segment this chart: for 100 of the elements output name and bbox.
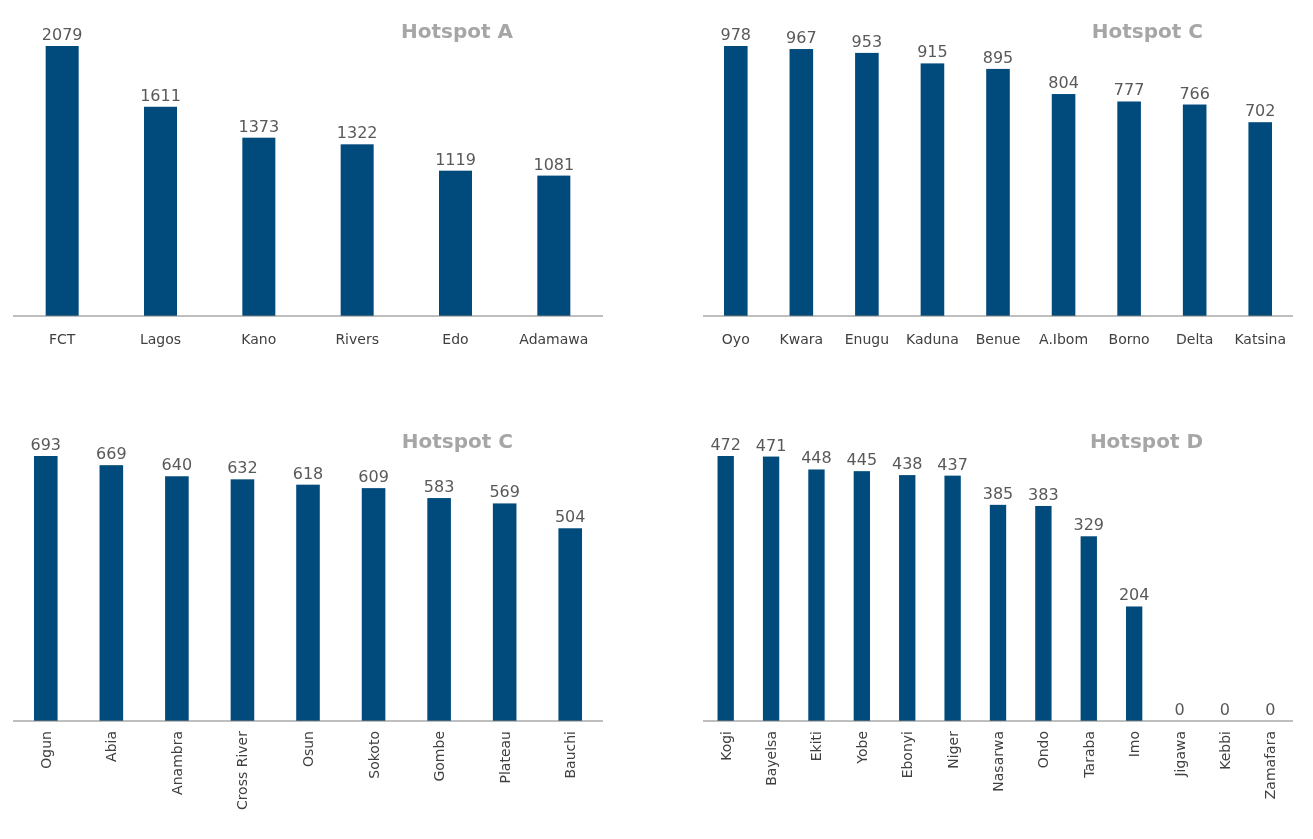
x-tick-label: Abia — [103, 731, 120, 762]
data-label: 445 — [846, 450, 878, 470]
data-label: 702 — [1244, 101, 1276, 121]
chart-title: Hotspot D — [1089, 429, 1203, 453]
x-tick-label: Katsina — [1234, 331, 1287, 347]
x-tick-label: Ebonyi — [899, 731, 916, 779]
x-tick-label: Adamawa — [519, 331, 589, 347]
x-tick-label: Bayelsa — [763, 731, 780, 786]
x-tick-label: Rivers — [335, 331, 379, 347]
data-label: 2079 — [41, 25, 83, 44]
x-tick-label: Kogi — [717, 731, 734, 761]
bar — [230, 479, 255, 721]
data-label: 472 — [710, 435, 741, 454]
bar — [855, 52, 879, 316]
data-label: 632 — [227, 458, 258, 478]
data-label: 0 — [1265, 700, 1276, 719]
data-label: 437 — [937, 454, 968, 474]
x-tick-label: Cross River — [234, 730, 251, 811]
x-tick-label: Yobe — [853, 731, 870, 765]
x-tick-label: Oyo — [721, 331, 750, 347]
x-tick-label: Delta — [1175, 331, 1214, 347]
data-label: 953 — [851, 31, 883, 51]
data-label: 204 — [1118, 585, 1150, 605]
x-tick-label: Sokoto — [365, 731, 382, 779]
x-tick-label: Gombe — [431, 731, 448, 782]
data-label: 1373 — [238, 116, 280, 136]
data-label: 618 — [292, 463, 324, 483]
bar — [33, 456, 58, 721]
bar — [789, 49, 814, 316]
data-label: 895 — [982, 47, 1014, 67]
x-tick-label: Jigawa — [1171, 731, 1188, 778]
data-label: 1322 — [336, 123, 378, 143]
bar — [340, 144, 374, 316]
x-tick-label: Plateau — [496, 731, 513, 784]
data-label: 504 — [554, 507, 586, 527]
bar — [296, 484, 320, 721]
bar — [1117, 101, 1141, 316]
data-label: 693 — [30, 435, 62, 454]
bar — [1125, 606, 1143, 721]
bar — [1080, 536, 1097, 721]
data-label: 0 — [1174, 700, 1185, 719]
x-tick-label: Ondo — [1035, 731, 1052, 769]
data-label: 1611 — [140, 85, 181, 105]
bar — [242, 137, 276, 316]
chart-title: Hotspot C — [401, 429, 513, 453]
x-tick-label: Zamafara — [1262, 731, 1279, 800]
data-label: 766 — [1179, 83, 1210, 103]
x-tick-label: Kebbi — [1216, 731, 1233, 770]
bar — [1248, 122, 1273, 316]
x-tick-label: Benue — [975, 331, 1021, 347]
data-label: 640 — [161, 455, 193, 475]
bar — [144, 106, 177, 316]
x-tick-label: Bauchi — [562, 731, 579, 779]
data-label: 609 — [358, 467, 389, 487]
data-label: 385 — [982, 483, 1014, 503]
data-label: 804 — [1048, 73, 1079, 93]
bar — [427, 498, 451, 721]
x-tick-label: Imo — [1126, 731, 1143, 758]
chart-title: Hotspot A — [400, 19, 514, 43]
bar — [944, 475, 961, 721]
data-label: 777 — [1113, 80, 1145, 100]
bar — [165, 476, 189, 721]
bar — [99, 465, 124, 721]
x-tick-label: Nasarwa — [990, 731, 1006, 792]
data-label: 448 — [801, 448, 832, 468]
data-label: 0 — [1219, 700, 1231, 719]
x-tick-label: Ogun — [37, 731, 54, 769]
bar — [723, 46, 748, 316]
data-label: 967 — [786, 28, 817, 48]
x-tick-label: Edo — [442, 331, 469, 347]
x-tick-label: Niger — [944, 730, 961, 769]
x-tick-label: Kano — [241, 331, 277, 347]
bar — [558, 528, 583, 721]
x-tick-label: Osun — [300, 731, 316, 768]
data-label: 1119 — [435, 149, 476, 169]
x-tick-label: Enugu — [844, 331, 890, 347]
data-label: 569 — [489, 482, 520, 502]
bar — [986, 68, 1010, 316]
data-label: 383 — [1028, 484, 1059, 504]
data-label: 915 — [917, 42, 948, 62]
data-label: 669 — [96, 444, 127, 464]
x-tick-label: Kaduna — [906, 331, 959, 347]
x-tick-label: Kwara — [779, 331, 824, 347]
bar — [361, 488, 386, 721]
data-label: 471 — [755, 435, 787, 455]
bar — [1182, 104, 1207, 316]
bar — [808, 469, 825, 721]
bar — [853, 471, 871, 721]
x-tick-label: Borno — [1108, 331, 1150, 347]
x-tick-label: FCT — [48, 331, 76, 347]
data-label: 1081 — [533, 154, 575, 174]
chart-title: Hotspot C — [1091, 19, 1203, 43]
data-label: 329 — [1073, 515, 1105, 535]
bar — [762, 456, 780, 721]
x-tick-label: Ekiti — [808, 731, 825, 762]
bar — [1035, 505, 1052, 721]
bar — [439, 170, 472, 316]
bar — [899, 475, 916, 721]
bar — [45, 46, 79, 316]
x-tick-label: Taraba — [1080, 731, 1097, 779]
